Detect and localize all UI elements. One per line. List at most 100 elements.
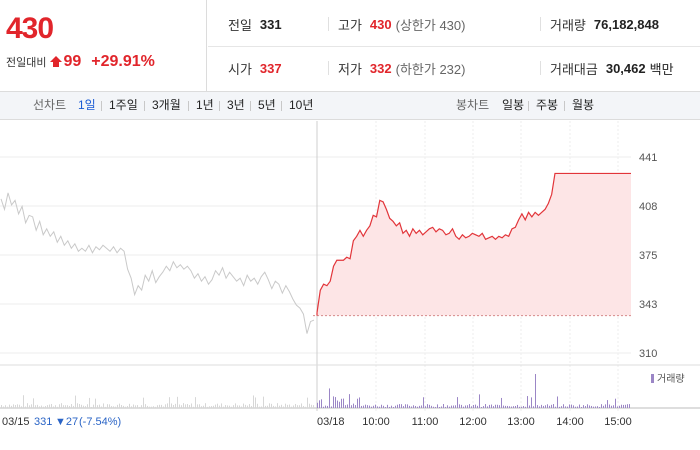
- period-5y-button[interactable]: 5년: [258, 98, 276, 112]
- volume-bar: [373, 405, 374, 408]
- high-stat: 고가 430 (상한가 430): [338, 15, 465, 34]
- volume-bar: [15, 405, 16, 408]
- period-1y-button[interactable]: 1년: [196, 98, 214, 112]
- weekly-candle-button[interactable]: 주봉: [536, 98, 559, 112]
- volume-bar: [9, 404, 10, 408]
- volume-bar: [599, 406, 600, 408]
- divider: [564, 101, 565, 111]
- volume-bar: [107, 404, 108, 408]
- volume-bar: [43, 406, 44, 408]
- volume-bar: [21, 406, 22, 408]
- volume-bar: [191, 403, 192, 408]
- divider: [219, 101, 220, 111]
- volume-bar: [229, 405, 230, 408]
- volume-bar: [425, 406, 426, 408]
- volume-bar: [133, 404, 134, 408]
- volume-bar: [293, 405, 294, 408]
- volume-label: 거래량: [550, 18, 586, 33]
- volume-bar: [209, 406, 210, 408]
- period-1w-button[interactable]: 1주일: [109, 98, 138, 112]
- volume-bar: [237, 405, 238, 408]
- volume-bar: [491, 404, 492, 408]
- volume-bar: [375, 404, 376, 408]
- volume-bar: [309, 403, 310, 408]
- volume-bar: [177, 396, 178, 408]
- intraday-price-chart[interactable]: 441 408 375 343 310 03/18 10:00 11:00 12:00 13:0…: [0, 121, 700, 450]
- volume-bar: [353, 403, 354, 408]
- prev-day-rate: (-7.54%): [79, 416, 121, 428]
- volume-bar: [157, 405, 158, 408]
- volume-bar: [363, 405, 364, 408]
- volume-bar: [69, 405, 70, 408]
- volume-bar: [29, 405, 30, 408]
- volume-bar: [431, 405, 432, 408]
- volume-bar: [205, 403, 206, 408]
- volume-bar: [579, 404, 580, 408]
- daily-candle-button[interactable]: 일봉: [502, 98, 525, 112]
- volume-bar: [351, 405, 352, 408]
- period-3m-button[interactable]: 3개월: [152, 98, 181, 112]
- stock-summary-header: 430 전일대비 99 +29.91% 전일 331 고가 430 (상한가 4…: [0, 0, 700, 92]
- volume-bar: [581, 406, 582, 408]
- volume-bar: [179, 404, 180, 408]
- volume-bar: [345, 405, 346, 408]
- divider: [528, 101, 529, 111]
- volume-bar: [437, 404, 438, 408]
- volume-bar: [243, 403, 244, 408]
- volume-bar: [587, 404, 588, 408]
- volume-bar: [629, 404, 630, 408]
- volume-bar: [47, 405, 48, 408]
- period-10y-button[interactable]: 10년: [289, 98, 314, 112]
- volume-bar: [383, 405, 384, 408]
- volume-bar: [267, 405, 268, 408]
- volume-bar: [623, 404, 624, 408]
- volume-bar: [199, 404, 200, 408]
- volume-bar: [389, 406, 390, 408]
- volume-bar: [573, 405, 574, 408]
- volume-bar: [553, 404, 554, 408]
- volume-bar: [31, 404, 32, 408]
- volume-bar: [93, 404, 94, 408]
- volume-bar: [127, 406, 128, 408]
- line-chart-label: 선차트: [33, 98, 67, 112]
- volume-stat: 거래량 76,182,848: [550, 15, 659, 34]
- volume-bar: [307, 397, 308, 408]
- monthly-candle-button[interactable]: 월봉: [572, 98, 595, 112]
- volume-bar: [453, 405, 454, 408]
- volume-bar: [481, 406, 482, 408]
- volume-bar: [493, 406, 494, 408]
- chart-toolbar: 선차트 1일 1주일 3개월 1년 3년 5년 10년 봉차트 일봉 주봉 월봉: [0, 92, 700, 120]
- volume-bar: [135, 405, 136, 408]
- volume-bar: [457, 397, 458, 408]
- volume-bar: [525, 406, 526, 408]
- volume-bar: [185, 404, 186, 408]
- volume-bar: [473, 404, 474, 408]
- volume-bar: [123, 405, 124, 408]
- volume-bar: [565, 406, 566, 408]
- volume-bar: [447, 405, 448, 408]
- change-rate: +29.91%: [91, 53, 155, 70]
- volume-bar: [455, 405, 456, 408]
- volume-bar: [387, 404, 388, 408]
- volume-bar: [231, 406, 232, 408]
- volume-bar: [327, 405, 328, 408]
- period-1d-button[interactable]: 1일: [78, 98, 96, 112]
- volume-bar: [517, 404, 518, 408]
- change-label: 전일대비: [6, 57, 47, 69]
- volume-bar: [543, 405, 544, 408]
- x-tick-label: 15:00: [604, 416, 632, 428]
- volume-bar: [459, 404, 460, 408]
- volume-bar: [601, 404, 602, 408]
- volume-bar: [593, 406, 594, 408]
- volume-bar: [223, 406, 224, 408]
- volume-value: 76,182,848: [593, 17, 659, 32]
- volume-bar: [41, 405, 42, 408]
- volume-bar: [429, 404, 430, 408]
- period-3y-button[interactable]: 3년: [227, 98, 245, 112]
- volume-bar: [181, 405, 182, 408]
- volume-bar: [75, 395, 76, 408]
- volume-bar: [417, 406, 418, 408]
- trade-value-stat: 거래대금 30,462 백만: [550, 59, 674, 78]
- volume-bar: [119, 403, 120, 408]
- volume-legend-label: 거래량: [657, 373, 685, 385]
